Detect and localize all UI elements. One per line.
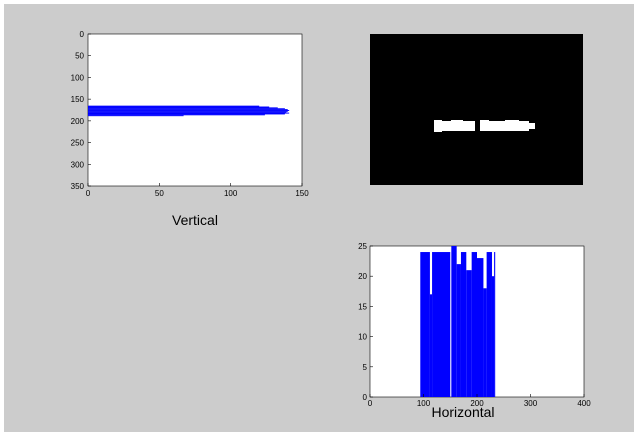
horizontal-bars: [420, 246, 496, 397]
vertical-bar: [88, 110, 288, 112]
x-tick-label: 400: [577, 399, 591, 408]
y-tick-label: 10: [358, 333, 367, 342]
horizontal-bar: [477, 258, 484, 397]
x-tick-label: 100: [417, 399, 431, 408]
y-tick-label: 0: [80, 30, 85, 39]
vertical-bar: [88, 108, 285, 110]
y-tick-label: 350: [71, 182, 85, 191]
x-tick-label: 50: [155, 189, 164, 198]
horizontal-bar: [432, 252, 451, 397]
image-background: [370, 34, 583, 185]
horizontal-bar: [456, 264, 461, 397]
y-tick-label: 0: [363, 393, 368, 402]
vertical-bar: [88, 111, 287, 113]
horizontal-caption: Horizontal: [431, 404, 494, 420]
horizontal-ticks: 0 100 200 300 400 0 5 10 15 20 25: [358, 242, 591, 408]
vertical-ticks: 0 50 100 150 0 50 100 150 200 250 300 350: [71, 30, 310, 198]
y-tick-label: 200: [71, 117, 85, 126]
y-tick-label: 150: [71, 95, 85, 104]
horizontal-bar: [486, 252, 492, 397]
horizontal-bar: [471, 252, 477, 397]
vertical-bar: [88, 112, 290, 114]
horizontal-bar: [483, 288, 487, 397]
vertical-bar: [88, 109, 288, 111]
vertical-bar: [88, 105, 260, 107]
vertical-bar: [88, 115, 184, 117]
y-tick-label: 20: [358, 272, 367, 281]
vertical-caption: Vertical: [172, 212, 218, 228]
x-tick-label: 150: [295, 189, 309, 198]
vertical-bars: [88, 105, 290, 117]
y-tick-label: 5: [363, 363, 368, 372]
x-tick-label: 200: [470, 399, 484, 408]
horizontal-bar: [494, 252, 496, 397]
y-tick-label: 300: [71, 160, 85, 169]
x-tick-label: 100: [224, 189, 238, 198]
white-text-blob: [434, 120, 535, 132]
horizontal-bar: [429, 294, 433, 397]
y-tick-label: 250: [71, 139, 85, 148]
y-tick-label: 15: [358, 302, 367, 311]
horizontal-bar: [491, 276, 495, 397]
horizontal-bar: [420, 252, 430, 397]
horizontal-bar: [466, 270, 472, 397]
x-tick-label: 0: [86, 189, 91, 198]
vertical-bar: [88, 106, 270, 108]
vertical-bar: [88, 113, 285, 115]
vertical-bar: [88, 110, 290, 111]
binary-image-panel: [370, 34, 583, 185]
y-tick-label: 25: [358, 242, 367, 251]
vertical-profile-chart: 0 50 100 150 0 50 100 150 200 250 300 350: [71, 30, 310, 198]
x-tick-label: 300: [524, 399, 538, 408]
vertical-bar: [88, 107, 278, 109]
horizontal-profile-chart: 0 100 200 300 400 0 5 10 15 20 25: [358, 242, 591, 408]
horizontal-bar: [451, 246, 457, 397]
y-tick-label: 50: [75, 52, 84, 61]
x-tick-label: 0: [368, 399, 373, 408]
y-tick-label: 100: [71, 73, 85, 82]
vertical-bar: [88, 114, 265, 116]
horizontal-bar: [460, 252, 467, 397]
